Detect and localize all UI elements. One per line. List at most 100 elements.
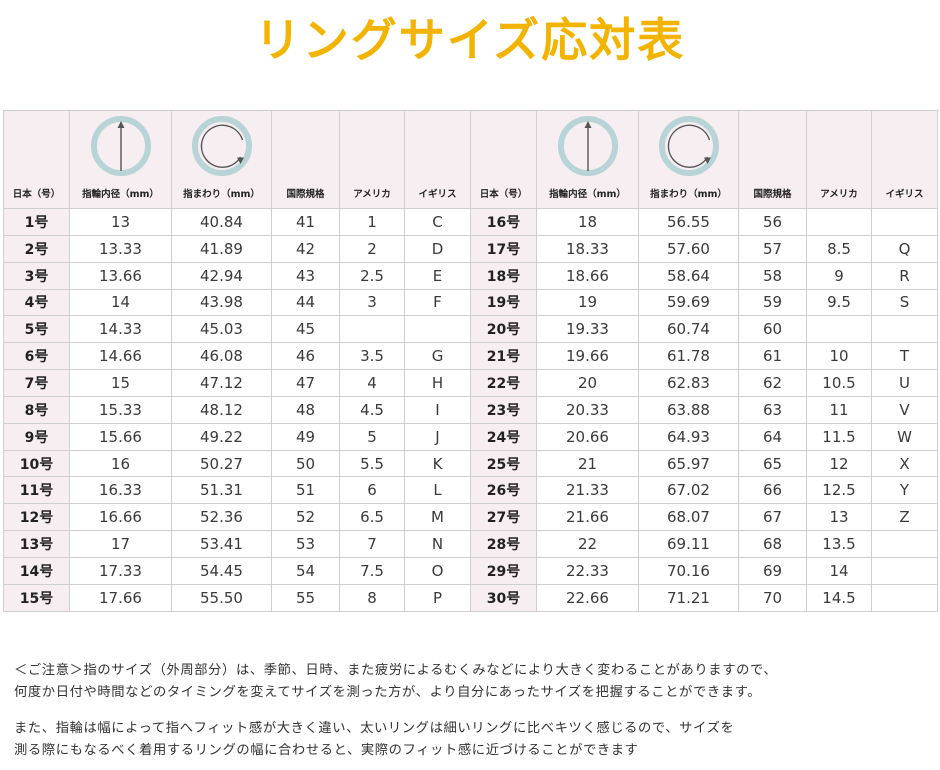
table-cell: 13	[69, 208, 172, 236]
column-header: 日本（号）	[3, 110, 70, 209]
page-title: リングサイズ応対表	[254, 13, 686, 67]
ring-size-table-right: 日本（号） 指輪内径（mm） 指まわり（mm） 国際規格 アメリカ イギリス 16号 18 5…	[470, 110, 938, 612]
table-cell: 11.5	[806, 422, 872, 451]
table-cell: 61.78	[638, 342, 739, 371]
table-cell: 15.66	[69, 422, 172, 451]
size-number-cell: 9号	[3, 422, 70, 451]
table-row: 21号 19.66 61.78 61 10 T	[470, 342, 938, 371]
size-number-cell: 30号	[470, 583, 537, 612]
column-header-label: アメリカ	[353, 189, 391, 200]
table-cell: 20.33	[536, 395, 639, 424]
table-cell: 52	[271, 503, 340, 532]
table-cell: S	[871, 288, 938, 317]
table-row: 10号 16 50.27 50 5.5 K	[3, 449, 471, 478]
ring-circumference-icon	[191, 115, 253, 180]
table-cell: L	[404, 476, 471, 505]
table-cell: 14	[69, 288, 172, 317]
table-cell: 43.98	[171, 288, 272, 317]
table-cell: 1	[339, 208, 405, 236]
table-row: 17号 18.33 57.60 57 8.5 Q	[470, 234, 938, 263]
ring-diameter-icon	[90, 116, 151, 176]
size-number-cell: 7号	[3, 369, 70, 397]
size-number-cell: 6号	[3, 342, 70, 371]
column-header: イギリス	[871, 110, 938, 209]
table-cell: H	[404, 369, 471, 397]
table-cell: 64.93	[638, 422, 739, 451]
size-number-cell: 25号	[470, 449, 537, 478]
table-cell: 60.74	[638, 315, 739, 344]
table-cell: 55.50	[171, 583, 272, 612]
table-cell: 14.33	[69, 315, 172, 344]
table-cell: N	[404, 530, 471, 558]
size-number-cell: 2号	[3, 234, 70, 263]
size-number-cell: 4号	[3, 288, 70, 317]
table-cell: 47	[271, 369, 340, 397]
table-row: 16号 18 56.55 56	[470, 208, 938, 236]
size-number-cell: 8号	[3, 395, 70, 424]
fit-note-line: また、指輪は幅によって指へフィット感が大きく違い、太いリングは細いリングに比べキ…	[14, 721, 735, 736]
size-number-cell: 1号	[3, 208, 70, 236]
table-cell: I	[404, 395, 471, 424]
table-row: 4号 14 43.98 44 3 F	[3, 288, 471, 317]
table-cell: 64	[738, 422, 807, 451]
column-header: 指まわり（mm）	[171, 110, 272, 209]
size-number-cell: 27号	[470, 503, 537, 532]
table-cell: 4	[339, 369, 405, 397]
ring-diameter-icon	[557, 116, 618, 176]
table-cell: Y	[871, 476, 938, 505]
table-cell: 22.66	[536, 583, 639, 612]
size-number-cell: 22号	[470, 369, 537, 397]
table-cell: 61	[738, 342, 807, 371]
table-cell: 2.5	[339, 261, 405, 290]
table-cell: 21	[536, 449, 639, 478]
table-cell: 4.5	[339, 395, 405, 424]
table-cell: 14	[806, 556, 872, 585]
table-cell: 49.22	[171, 422, 272, 451]
column-header-label: アメリカ	[820, 189, 858, 200]
size-number-cell: 26号	[470, 476, 537, 505]
table-cell: 53.41	[171, 530, 272, 558]
table-row: 28号 22 69.11 68 13.5	[470, 530, 938, 558]
table-cell	[871, 530, 938, 558]
size-number-cell: 29号	[470, 556, 537, 585]
size-number-cell: 21号	[470, 342, 537, 371]
table-cell: K	[404, 449, 471, 478]
fit-note: また、指輪は幅によって指へフィット感が大きく違い、太いリングは細いリングに比べキ…	[14, 718, 934, 762]
ring-diameter-icon	[557, 115, 619, 180]
table-cell: 14.5	[806, 583, 872, 612]
column-header-label: 指輪内径（mm）	[82, 189, 159, 200]
table-cell: 12	[806, 449, 872, 478]
table-cell: 11	[806, 395, 872, 424]
column-header: アメリカ	[806, 110, 872, 209]
table-cell: 16	[69, 449, 172, 478]
caution-note-line: ＜ご注意＞指のサイズ（外周部分）は、季節、日時、また疲労によるむくみなどにより大…	[14, 663, 778, 678]
table-cell	[806, 208, 872, 236]
table-row: 2号 13.33 41.89 42 2 D	[3, 234, 471, 263]
table-row: 20号 19.33 60.74 60	[470, 315, 938, 344]
table-cell: 62.83	[638, 369, 739, 397]
column-header-label: イギリス	[418, 189, 457, 200]
table-cell: 55	[271, 583, 340, 612]
table-cell: 65	[738, 449, 807, 478]
table-cell: 48.12	[171, 395, 272, 424]
column-header: 指輪内径（mm）	[536, 110, 639, 209]
table-row: 18号 18.66 58.64 58 9 R	[470, 261, 938, 290]
table-row: 8号 15.33 48.12 48 4.5 I	[3, 395, 471, 424]
table-cell	[404, 315, 471, 344]
table-cell: 20	[536, 369, 639, 397]
table-cell: 57.60	[638, 234, 739, 263]
table-cell: C	[404, 208, 471, 236]
table-cell: 69	[738, 556, 807, 585]
table-row: 12号 16.66 52.36 52 6.5 M	[3, 503, 471, 532]
column-header: 指輪内径（mm）	[69, 110, 172, 209]
table-cell: 56.55	[638, 208, 739, 236]
size-number-cell: 11号	[3, 476, 70, 505]
size-number-cell: 19号	[470, 288, 537, 317]
table-cell: 68.07	[638, 503, 739, 532]
size-number-cell: 24号	[470, 422, 537, 451]
table-cell: 13	[806, 503, 872, 532]
column-header-label: 日本（号）	[12, 189, 61, 200]
table-cell: 13.66	[69, 261, 172, 290]
table-cell: O	[404, 556, 471, 585]
size-number-cell: 15号	[3, 583, 70, 612]
